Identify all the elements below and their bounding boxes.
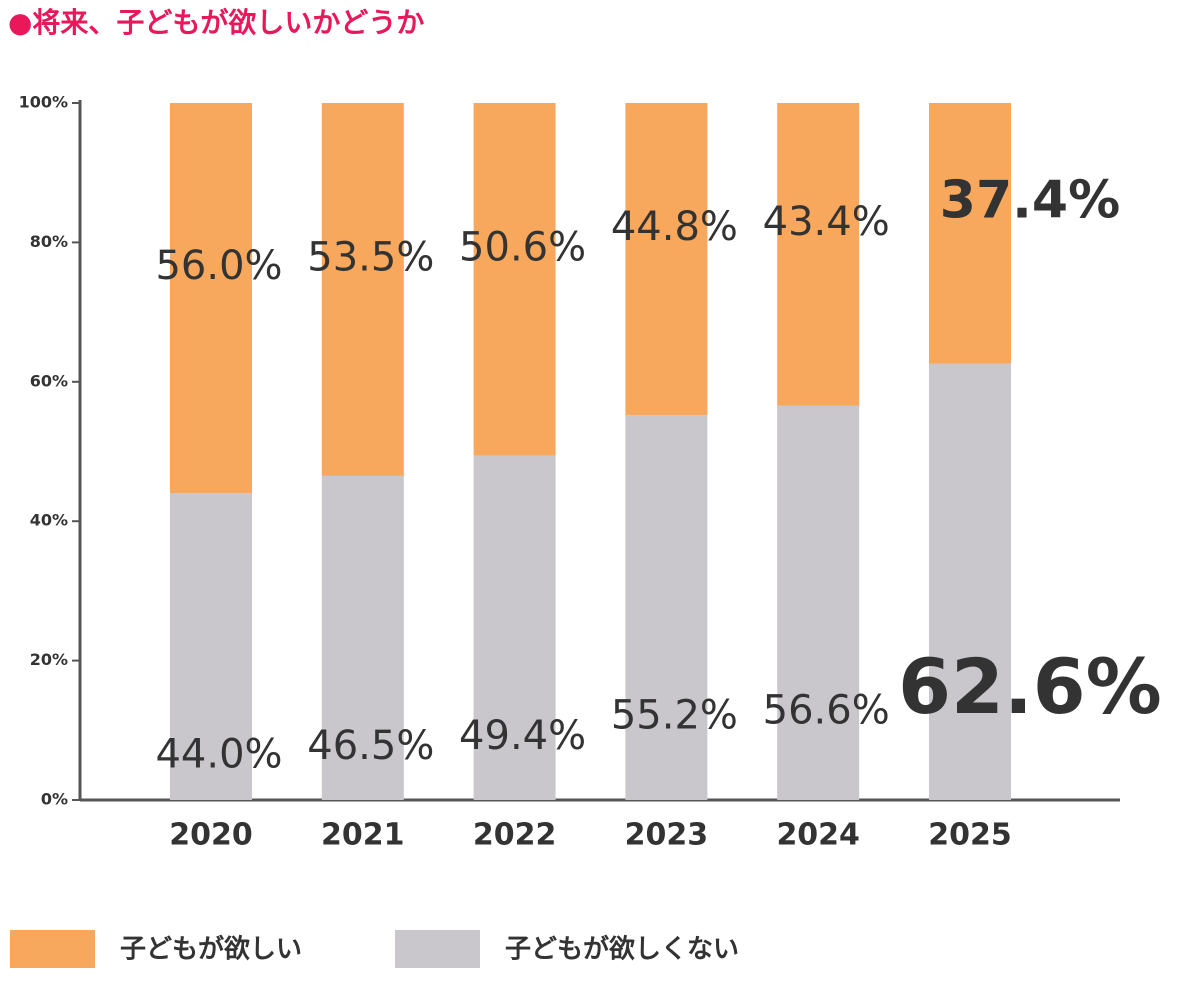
y-tick-label: 0% — [41, 790, 68, 809]
x-tick-label: 2025 — [928, 818, 1012, 853]
value-label: 62.6% — [898, 642, 1162, 731]
bar-segment — [929, 103, 1011, 364]
value-label: 44.8% — [611, 204, 738, 250]
bar-segment — [170, 493, 252, 800]
y-tick-label: 20% — [30, 650, 68, 669]
legend-swatch — [10, 930, 95, 968]
value-label: 43.4% — [763, 199, 890, 245]
bar-segment — [170, 103, 252, 494]
legend-swatch — [395, 930, 480, 968]
value-label: 46.5% — [307, 723, 434, 769]
bar-segment — [929, 363, 1011, 800]
bar-segment — [625, 103, 708, 416]
value-label: 56.6% — [763, 688, 890, 734]
x-tick-label: 2020 — [169, 818, 253, 853]
x-tick-label: 2023 — [625, 818, 709, 853]
chart-title: ●将来、子どもが欲しいかどうか — [8, 6, 424, 39]
x-tick-label: 2024 — [776, 818, 860, 853]
legend-label: 子どもが欲しくない — [505, 934, 739, 965]
y-tick-label: 100% — [19, 93, 68, 112]
value-label: 44.0% — [155, 732, 282, 778]
x-tick-label: 2022 — [473, 818, 557, 853]
value-label: 55.2% — [611, 693, 738, 739]
bar-segment — [321, 475, 404, 800]
bar-segment — [473, 455, 556, 800]
bar-segment — [321, 103, 404, 476]
bar-segment — [625, 415, 708, 800]
value-label: 37.4% — [940, 170, 1120, 230]
y-tick-label: 80% — [30, 232, 68, 251]
bar-segment — [473, 103, 556, 456]
y-tick-label: 60% — [30, 371, 68, 390]
bar-segment — [777, 405, 860, 800]
value-label: 49.4% — [459, 713, 586, 759]
bar-segment — [777, 103, 860, 406]
value-label: 53.5% — [307, 234, 434, 280]
x-tick-label: 2021 — [321, 818, 405, 853]
y-tick-label: 40% — [30, 511, 68, 530]
value-label: 56.0% — [155, 243, 282, 289]
value-label: 50.6% — [459, 224, 586, 270]
legend-label: 子どもが欲しい — [120, 934, 302, 965]
